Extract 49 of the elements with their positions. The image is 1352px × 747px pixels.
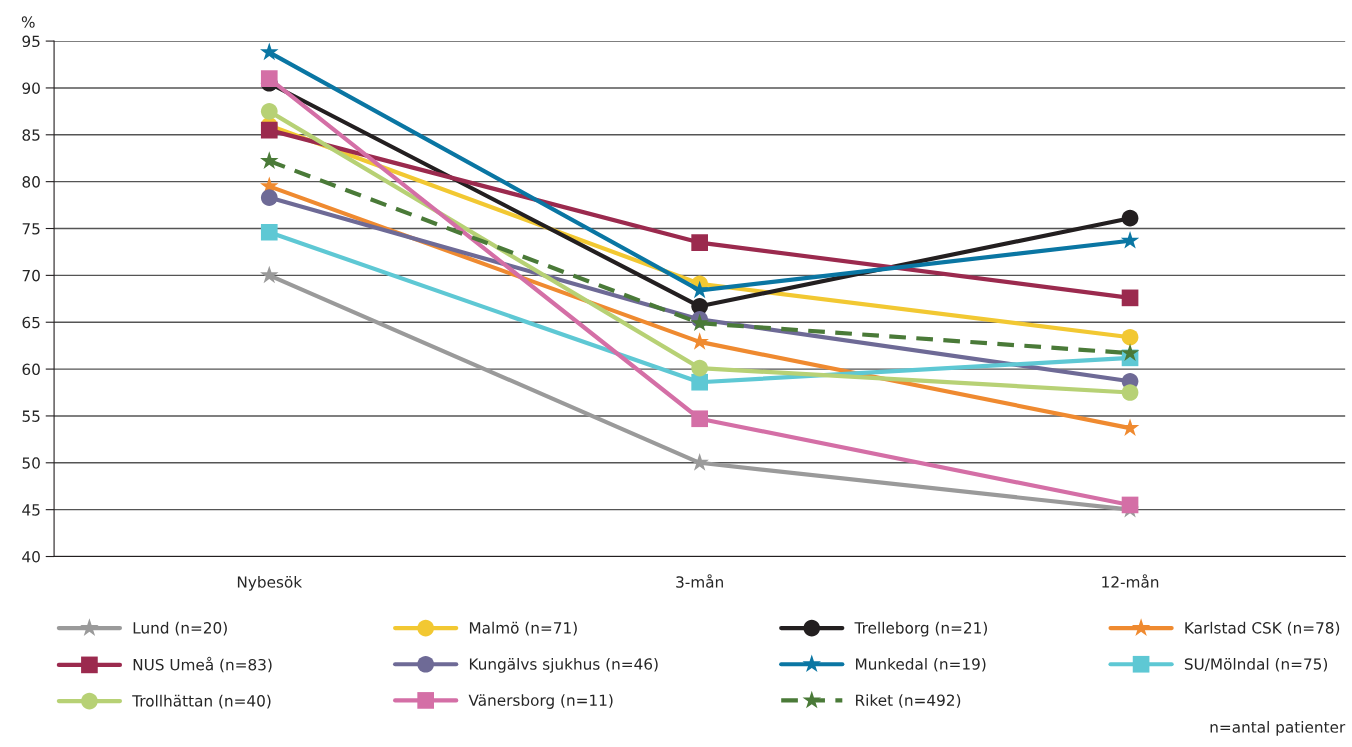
y-tick-label: 95 bbox=[22, 35, 40, 48]
y-tick-label: 80 bbox=[22, 176, 40, 188]
y-tick-label: 60 bbox=[22, 363, 40, 376]
point bbox=[260, 265, 279, 284]
y-tick-label: 70 bbox=[22, 269, 40, 282]
point bbox=[260, 151, 279, 169]
point bbox=[260, 42, 279, 61]
point bbox=[1121, 289, 1139, 307]
legend-label: Riket (n=492) bbox=[856, 694, 961, 708]
point bbox=[1120, 230, 1140, 249]
legend-label: Trollhättan (n=40) bbox=[132, 694, 271, 709]
legend-label: Vänersborg (n=11) bbox=[468, 694, 613, 709]
legend-label: Munkedal (n=19) bbox=[856, 657, 986, 672]
legend-label: Lund (n=20) bbox=[133, 621, 227, 636]
y-tick-label: 90 bbox=[22, 82, 40, 94]
y-tick-label: 45 bbox=[22, 504, 40, 516]
legend-label: SU/Mölndal (n=75) bbox=[1184, 657, 1328, 672]
point bbox=[691, 410, 708, 428]
point bbox=[1120, 343, 1140, 362]
point bbox=[691, 359, 708, 377]
legend-label: Malmö (n=71) bbox=[469, 621, 577, 636]
point bbox=[690, 280, 709, 299]
y-tick-label: 85 bbox=[22, 129, 40, 141]
y-tick-label: 75 bbox=[22, 223, 40, 235]
y-tick-label: 40 bbox=[22, 550, 40, 563]
point bbox=[691, 373, 708, 391]
point bbox=[260, 70, 278, 87]
point bbox=[260, 103, 278, 120]
y-tick-label: 55 bbox=[22, 410, 40, 422]
point bbox=[260, 189, 278, 206]
y-axis-title: % bbox=[21, 16, 35, 28]
legend-label: Karlstad CSK (n=78) bbox=[1185, 621, 1340, 636]
point bbox=[1121, 384, 1139, 401]
point bbox=[260, 121, 278, 139]
legend-label: Trelleborg (n=21) bbox=[854, 621, 987, 637]
x-tick-label: Nybesök bbox=[237, 575, 303, 591]
y-tick-label: 65 bbox=[22, 316, 40, 329]
legend-label: NUS Umeå (n=83) bbox=[133, 656, 272, 673]
y-tick-label: 50 bbox=[22, 457, 40, 469]
x-tick-label: 3-mån bbox=[676, 574, 723, 588]
point bbox=[1121, 209, 1139, 227]
text: n=antal patienter bbox=[1210, 721, 1346, 736]
point bbox=[691, 234, 708, 251]
legend-label: Kungälvs sjukhus (n=46) bbox=[469, 657, 658, 673]
point bbox=[260, 223, 278, 241]
x-tick-label: 12-mån bbox=[1102, 574, 1159, 588]
point bbox=[1121, 328, 1139, 346]
point bbox=[690, 313, 709, 332]
point bbox=[1121, 496, 1139, 514]
